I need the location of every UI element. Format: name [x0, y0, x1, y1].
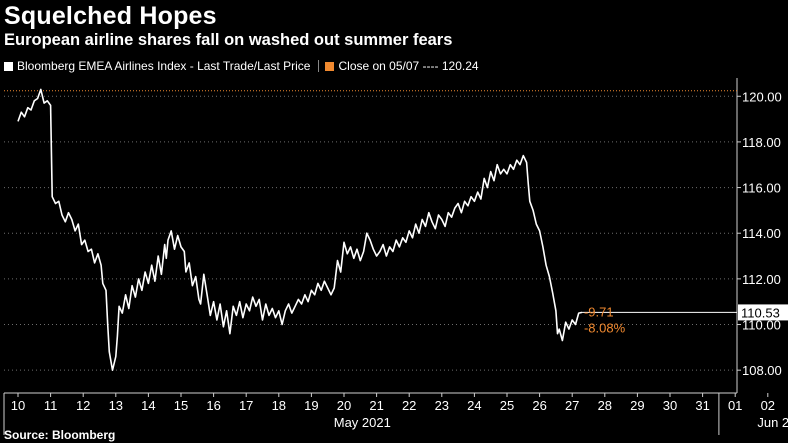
last-price-label: 110.53	[741, 305, 780, 320]
x-tick-label: 02	[761, 398, 775, 413]
chart-subtitle: European airline shares fall on washed o…	[4, 31, 453, 49]
x-tick-label: 17	[239, 398, 253, 413]
x-tick-label: 19	[304, 398, 318, 413]
legend: Bloomberg EMEA Airlines Index - Last Tra…	[4, 59, 479, 73]
legend-swatch-reference	[325, 61, 335, 71]
y-tick-label: 108.00	[742, 363, 782, 378]
x-tick-label: 01	[728, 398, 742, 413]
chart-title: Squelched Hopes	[4, 2, 217, 30]
x-tick-label: 21	[369, 398, 383, 413]
legend-reference-label: Close on 05/07 ---- 120.24	[338, 59, 479, 73]
y-tick-label: 112.00	[742, 272, 781, 287]
x-tick-label: 23	[435, 398, 449, 413]
x-tick-label: 16	[206, 398, 220, 413]
x-tick-label: 12	[76, 398, 90, 413]
x-tick-label: 20	[337, 398, 351, 413]
x-month-label: May 2021	[334, 415, 391, 430]
x-tick-label: 29	[630, 398, 644, 413]
x-tick-label: 30	[663, 398, 677, 413]
x-month-label: Jun 2021	[757, 415, 788, 430]
last-price-box	[738, 304, 788, 321]
x-tick-label: 31	[695, 398, 709, 413]
y-tick-label: 114.00	[742, 226, 781, 241]
source-note: Source: Bloomberg	[4, 428, 116, 442]
y-tick-label: 118.00	[742, 135, 781, 150]
legend-separator	[318, 60, 320, 72]
x-tick-label: 27	[565, 398, 579, 413]
x-tick-label: 26	[532, 398, 546, 413]
x-tick-label: 15	[174, 398, 188, 413]
change-points-label: -9.71	[584, 304, 614, 319]
x-tick-label: 22	[402, 398, 416, 413]
x-tick-label: 13	[109, 398, 123, 413]
change-percent-label: -8.08%	[584, 320, 626, 335]
series-line	[17, 88, 583, 371]
x-tick-label: 28	[598, 398, 612, 413]
x-tick-label: 10	[11, 398, 25, 413]
legend-swatch-series	[4, 61, 13, 71]
y-tick-label: 110.00	[742, 318, 781, 333]
x-tick-label: 25	[500, 398, 514, 413]
x-tick-label: 14	[141, 398, 155, 413]
x-tick-label: 18	[272, 398, 286, 413]
y-tick-label: 116.00	[742, 181, 781, 196]
y-tick-label: 120.00	[742, 89, 782, 104]
x-tick-label: 24	[467, 398, 481, 413]
x-tick-label: 11	[44, 398, 58, 413]
legend-series-label: Bloomberg EMEA Airlines Index - Last Tra…	[17, 59, 311, 73]
